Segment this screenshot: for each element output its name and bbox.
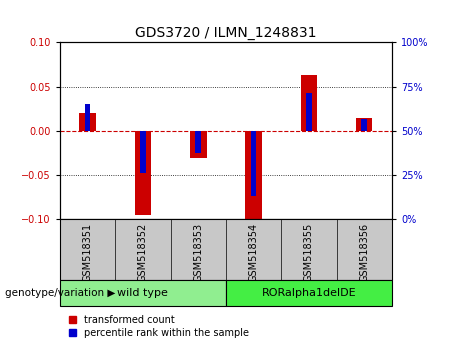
Text: RORalpha1delDE: RORalpha1delDE (261, 288, 356, 298)
Bar (356, 118, 372, 131)
Text: GSM518355: GSM518355 (304, 222, 314, 282)
Bar (245, 131, 262, 219)
Bar (85, 104, 90, 131)
Legend: transformed count, percentile rank within the sample: transformed count, percentile rank withi… (65, 311, 253, 342)
Text: GSM518354: GSM518354 (248, 222, 259, 282)
Text: GSM518351: GSM518351 (83, 222, 93, 282)
Bar (135, 131, 151, 215)
Bar (226, 280, 392, 306)
Bar (195, 131, 201, 153)
Bar (361, 120, 367, 131)
Bar (140, 131, 146, 173)
Bar (306, 93, 312, 131)
Bar (301, 75, 317, 131)
Text: wild type: wild type (118, 288, 168, 298)
Bar (79, 113, 96, 131)
Text: genotype/variation ▶: genotype/variation ▶ (5, 288, 115, 298)
Bar (60, 280, 226, 306)
Bar (190, 131, 207, 158)
Text: GSM518353: GSM518353 (193, 222, 203, 282)
Text: GSM518352: GSM518352 (138, 222, 148, 282)
Title: GDS3720 / ILMN_1248831: GDS3720 / ILMN_1248831 (135, 26, 317, 40)
Bar (251, 131, 256, 195)
Text: GSM518356: GSM518356 (359, 222, 369, 282)
